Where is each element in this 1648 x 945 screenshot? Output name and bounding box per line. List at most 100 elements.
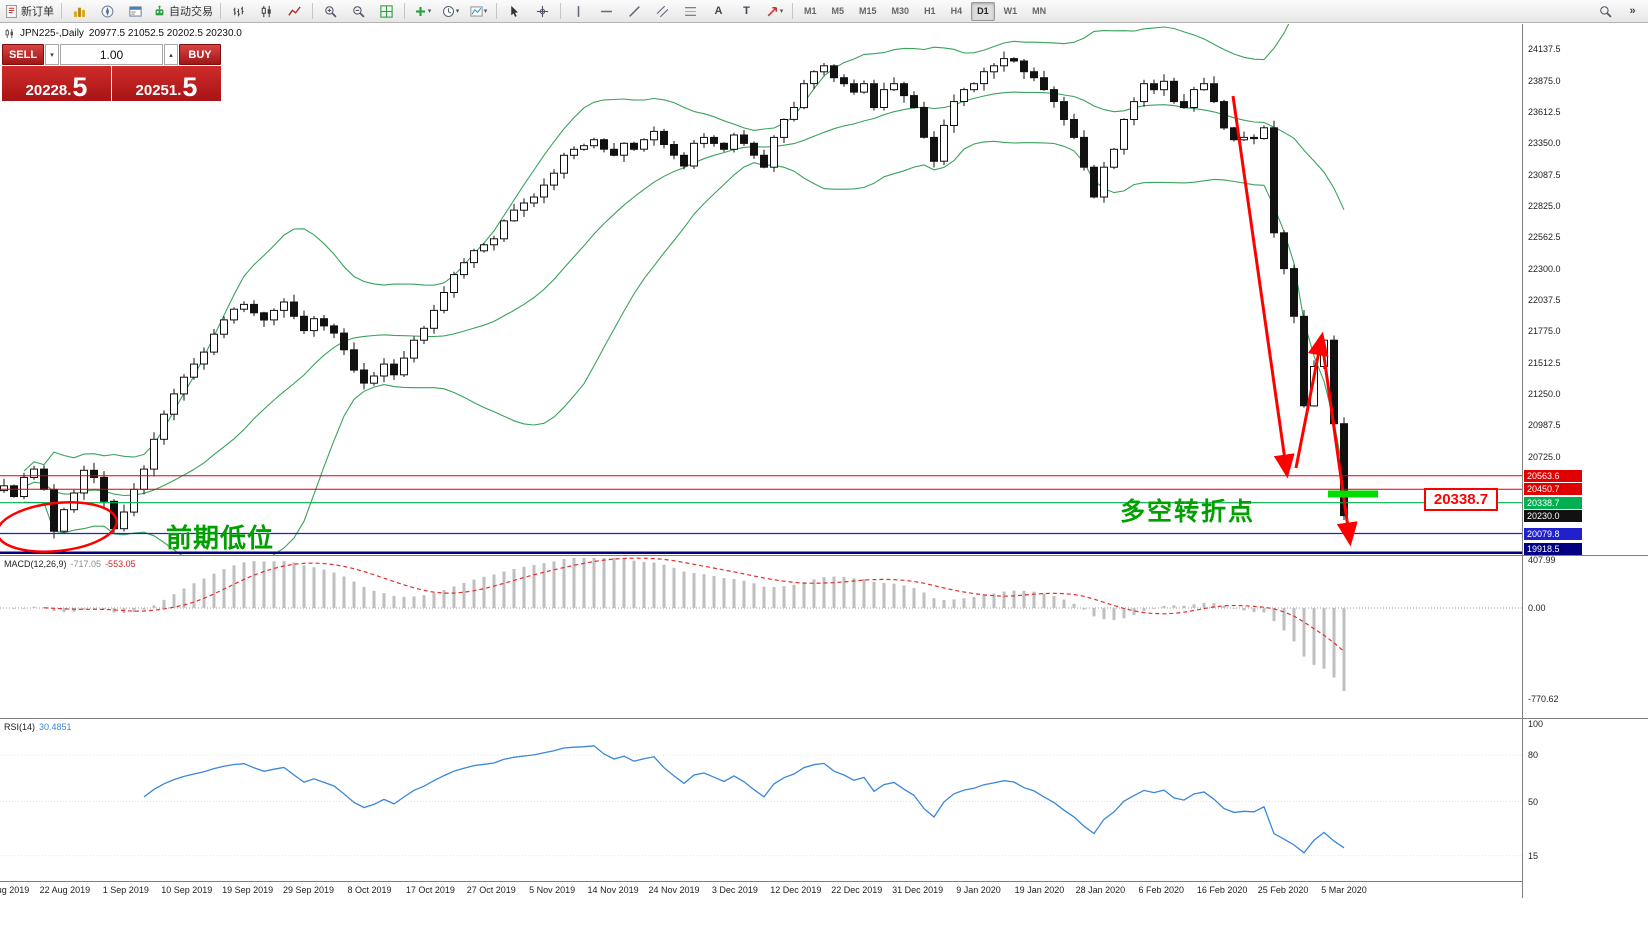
time-axis[interactable]: 13 Aug 2019 22 Aug 2019 1 Sep 2019 10 Sep 2… [0, 881, 1522, 899]
terminal-icon[interactable] [122, 1, 149, 22]
label-button[interactable]: T [733, 1, 760, 22]
price-axis-label: 23087.5 [1528, 169, 1561, 180]
templates-button[interactable]: ▾ [465, 1, 492, 22]
macd-histogram [12, 558, 1346, 691]
channel-button[interactable] [649, 1, 676, 22]
date-label: 13 Aug 2019 [0, 885, 30, 895]
date-label: 28 Jan 2020 [1075, 885, 1126, 895]
timeframe-h1-button[interactable]: H1 [924, 6, 936, 16]
one-click-trading-panel: SELL ▾ ▴ BUY 20228.5 20251.5 [2, 44, 221, 101]
timeframe-m5-button[interactable]: M5 [831, 6, 845, 16]
pane-separator-macd[interactable] [0, 555, 1648, 556]
cursor-icon [511, 5, 518, 17]
date-label: 14 Nov 2019 [587, 885, 639, 895]
macd-axis-label: 407.99 [1528, 554, 1556, 565]
channel-icon [656, 5, 669, 17]
timeframe-m15-button[interactable]: M15 [859, 6, 877, 16]
price-axis[interactable]: 24137.5 23875.0 23612.5 23350.0 23087.5 22825… [1522, 24, 1648, 898]
price-axis-label: 23612.5 [1528, 107, 1561, 117]
label-icon: T [743, 4, 750, 17]
toolbar-right-group: » [1592, 1, 1646, 22]
new-order-button[interactable]: 新订单 [2, 1, 57, 22]
navigator-icon[interactable] [94, 1, 121, 22]
lot-decrease-button[interactable]: ▾ [45, 44, 59, 65]
toolbar-separator [496, 3, 497, 19]
cursor-button[interactable] [501, 1, 528, 22]
down-arrow-crash [1231, 95, 1295, 479]
buy-button[interactable]: BUY [179, 44, 221, 65]
horizontal-line-button[interactable] [593, 1, 620, 22]
horizontal-line-objects[interactable] [0, 475, 1522, 555]
candlestick-series [0, 51, 1348, 539]
buy-price[interactable]: 20251. 5 [112, 66, 221, 101]
price-axis-label: 22037.5 [1528, 294, 1561, 305]
ellipse-annotation-previous-low[interactable] [0, 497, 119, 555]
tile-windows-button[interactable] [373, 1, 400, 22]
price-axis-label: 20987.5 [1528, 420, 1561, 431]
annotation-previous-low-text[interactable]: 前期低位 [166, 523, 275, 553]
annotation-price-label[interactable]: 20338.7 [1424, 488, 1498, 511]
date-label: 31 Dec 2019 [892, 885, 944, 895]
text-button[interactable]: A [705, 1, 732, 22]
lot-size-input[interactable] [60, 44, 163, 65]
annotation-pivot-text[interactable]: 多空转折点 [1120, 498, 1256, 526]
candles-chart-icon [261, 5, 271, 17]
trendline-icon [629, 5, 640, 17]
fibonacci-button[interactable] [677, 1, 704, 22]
chart-symbol-icon [5, 28, 13, 39]
date-label: 1 Sep 2019 [102, 885, 149, 895]
toolbar-separator [792, 3, 793, 19]
timeframe-mn-button[interactable]: MN [1032, 6, 1047, 16]
rsi-pane[interactable] [0, 719, 1522, 880]
toolbar: 新订单 自动交易 ▾ ▾ ▾ A T ▾ M1 M5 M15 M30 H1 H4 D1 W1 MN » [0, 0, 1648, 23]
trendline-button[interactable] [621, 1, 648, 22]
macd-axis-label: -770.62 [1528, 694, 1559, 705]
date-label: 25 Feb 2020 [1257, 885, 1309, 895]
candlestick-chart-button[interactable] [253, 1, 280, 22]
bar-chart-button[interactable] [225, 1, 252, 22]
chevron-down-icon: ▾ [779, 8, 784, 15]
market-watch-icon[interactable] [66, 1, 93, 22]
timeframe-m1-button[interactable]: M1 [804, 6, 817, 16]
timeframe-m30-button[interactable]: M30 [891, 6, 910, 16]
autotrading-button[interactable]: 自动交易 [150, 1, 216, 22]
price-pane[interactable] [0, 24, 1522, 555]
zoom-in-icon [325, 5, 337, 18]
macd-indicator-label: MACD(12,26,9) -717.05 -553.05 [4, 559, 136, 569]
date-label: 17 Oct 2019 [405, 885, 455, 895]
indicators-icon [415, 6, 425, 16]
more-icon: » [1629, 4, 1636, 17]
pane-separator-rsi[interactable] [0, 718, 1648, 719]
indicators-button[interactable]: ▾ [409, 1, 436, 22]
search-button[interactable] [1592, 1, 1619, 22]
text-icon: A [714, 4, 723, 17]
timeframe-w1-button[interactable]: W1 [1003, 6, 1018, 16]
periods-button[interactable]: ▾ [437, 1, 464, 22]
timeframe-d1-button[interactable]: D1 [971, 1, 995, 21]
navigator-icon [101, 5, 114, 17]
zoom-out-button[interactable] [345, 1, 372, 22]
lot-increase-button[interactable]: ▴ [164, 44, 178, 65]
arrows-button[interactable]: ▾ [761, 1, 788, 22]
autotrading-icon [155, 5, 164, 15]
timeframe-h4-button[interactable]: H4 [950, 6, 963, 16]
date-label: 19 Sep 2019 [222, 885, 274, 895]
sell-button[interactable]: SELL [2, 44, 44, 65]
new-order-button-label: 新订单 [21, 6, 54, 18]
autotrading-button-label: 自动交易 [169, 6, 213, 18]
new-order-icon [6, 4, 17, 18]
vertical-line-button[interactable] [565, 1, 592, 22]
search-icon [1600, 5, 1612, 18]
market-watch-icon [74, 7, 85, 17]
chart-window: JPN225-,Daily 20977.5 21052.5 20202.5 20… [0, 24, 1648, 945]
trend-arrows[interactable] [1231, 95, 1358, 547]
sell-price[interactable]: 20228. 5 [2, 66, 111, 101]
line-chart-button[interactable] [281, 1, 308, 22]
zoom-in-button[interactable] [317, 1, 344, 22]
macd-pane[interactable] [0, 556, 1522, 718]
price-tag-20563.6: 20563.6 [1524, 469, 1582, 482]
fibo-icon [685, 6, 696, 16]
crosshair-button[interactable] [529, 1, 556, 22]
toolbar-overflow-button[interactable]: » [1619, 1, 1646, 22]
